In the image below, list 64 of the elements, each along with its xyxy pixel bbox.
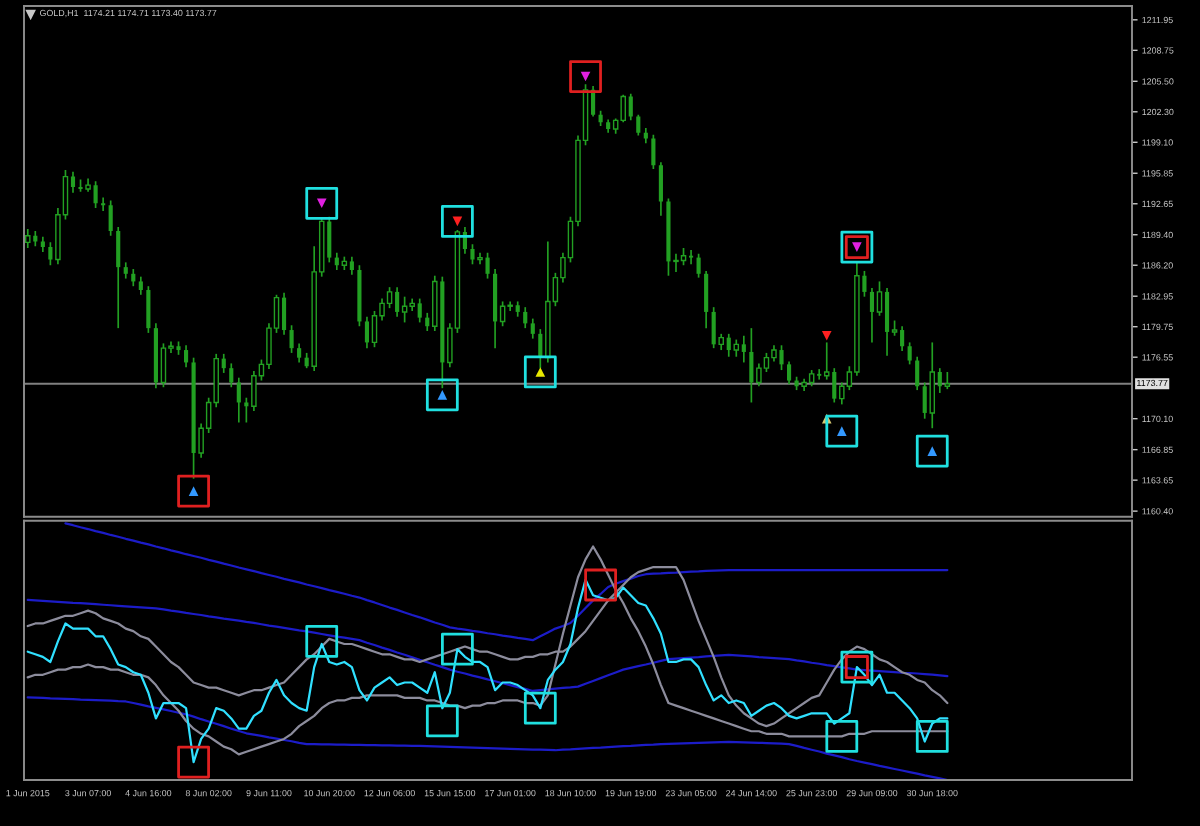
candlestick: [884, 287, 890, 357]
candlestick: [93, 180, 98, 209]
candlestick: [386, 286, 393, 309]
point: [523, 691, 557, 725]
candlestick: [726, 333, 731, 358]
candlestick: [651, 133, 656, 170]
candlestick: [530, 317, 535, 340]
point: [915, 719, 949, 753]
candlestick: [146, 285, 151, 334]
candlestick: [297, 342, 302, 364]
point: [425, 378, 459, 412]
candlestick: [493, 268, 498, 349]
candlestick: [138, 275, 143, 296]
point: [305, 625, 339, 658]
point: [523, 355, 557, 389]
candlestick: [636, 113, 641, 137]
point: [305, 186, 339, 220]
point: [821, 330, 832, 341]
candlestick: [395, 286, 400, 318]
candlestick: [907, 341, 912, 366]
point: [584, 568, 617, 602]
candlestick: [779, 344, 784, 371]
point: [825, 414, 859, 448]
candlestick: [741, 334, 746, 364]
point: [177, 745, 210, 779]
point: [177, 474, 210, 508]
point: [441, 632, 474, 666]
candlestick: [25, 228, 31, 249]
candlestick: [628, 92, 633, 122]
candlestick: [417, 297, 422, 324]
candlestick: [900, 325, 905, 352]
point: [825, 719, 859, 753]
candlestick: [817, 368, 822, 381]
candlestick: [401, 295, 408, 324]
candlestick: [289, 324, 294, 354]
candlestick: [869, 287, 875, 344]
candlestick: [915, 355, 920, 391]
candlestick: [485, 252, 490, 280]
candlestick: [108, 199, 113, 237]
candlestick: [116, 226, 121, 329]
candlestick: [523, 306, 528, 329]
candlestick: [183, 344, 189, 369]
candlestick: [696, 252, 701, 279]
candlestick: [470, 243, 475, 266]
candlestick: [786, 360, 792, 386]
candlestick: [749, 327, 754, 404]
candlestick: [371, 310, 378, 349]
candlestick: [364, 315, 370, 349]
point: [569, 60, 602, 93]
candlestick: [711, 306, 716, 349]
candlestick: [832, 367, 837, 404]
candlestick: [281, 292, 287, 336]
candlestick: [349, 255, 354, 276]
point: [915, 434, 949, 468]
candlestick: [251, 370, 257, 412]
candlestick: [688, 249, 694, 266]
candlestick: [929, 341, 936, 430]
candlestick: [101, 196, 106, 212]
candlestick: [704, 270, 709, 329]
candlestick: [658, 161, 663, 217]
candlestick: [236, 376, 241, 424]
candlestick: [229, 362, 234, 389]
point: [425, 704, 459, 738]
point: [441, 205, 474, 238]
